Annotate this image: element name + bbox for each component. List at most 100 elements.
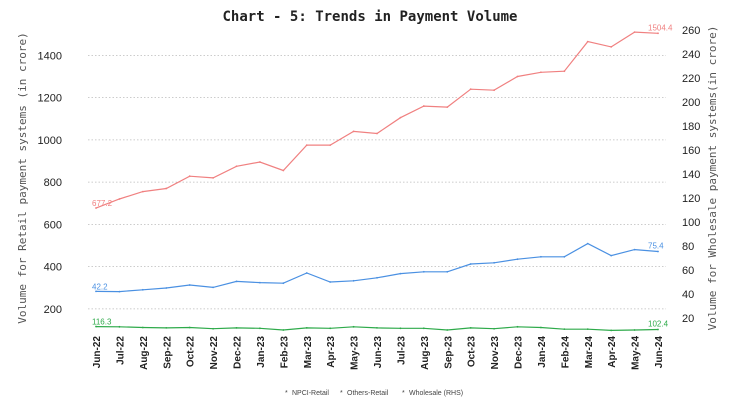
legend-entry: Others-Retail — [347, 390, 389, 397]
data-point — [610, 254, 613, 257]
x-tick-label: Apr-23 — [326, 336, 337, 368]
legend-marker: * — [340, 390, 343, 397]
data-point — [633, 329, 636, 331]
x-tick-label: Aug-23 — [420, 336, 431, 370]
data-label-first: 42.2 — [92, 282, 108, 291]
data-point — [141, 288, 144, 291]
data-point — [305, 144, 308, 147]
data-point — [586, 40, 589, 43]
data-point — [633, 31, 636, 34]
y-axis-right-ticks: 20 40 60 80 100 120 140 160 180 200 220 240 260 — [682, 25, 700, 325]
x-tick-label: Jun-24 — [654, 336, 665, 369]
x-tick-label: Jul-23 — [396, 336, 407, 365]
data-point — [282, 282, 285, 285]
data-point — [540, 255, 542, 258]
data-label-first: 677.2 — [92, 199, 113, 208]
legend-marker: * — [402, 390, 405, 397]
data-point — [586, 328, 589, 331]
data-point — [282, 329, 285, 331]
y-tick-label-right: 160 — [682, 145, 700, 157]
data-point — [516, 325, 519, 328]
y-tick-label-right: 120 — [682, 193, 700, 205]
x-tick-label: Jan-24 — [537, 336, 548, 368]
data-point — [399, 116, 402, 119]
x-tick-label: Oct-23 — [467, 336, 478, 368]
data-point — [212, 286, 214, 289]
data-point — [657, 250, 659, 253]
data-point — [516, 258, 519, 261]
legend-entry: NPCI-Retail — [292, 390, 329, 397]
data-point — [329, 327, 332, 330]
data-point — [329, 281, 332, 283]
data-point — [95, 207, 97, 209]
data-point — [446, 106, 449, 109]
data-point — [657, 32, 659, 35]
data-point — [469, 88, 472, 91]
y-tick-label-right: 140 — [682, 169, 700, 181]
data-point — [235, 280, 238, 283]
data-point — [493, 261, 495, 264]
data-point — [540, 71, 542, 74]
y-tick-label-right: 40 — [682, 289, 694, 301]
x-tick-label: Apr-24 — [607, 336, 618, 368]
data-point — [469, 263, 472, 265]
x-axis-ticks: Jun-22 Jul-22 Aug-22 Sep-22 Oct-22 Nov-22 Dec-… — [92, 336, 665, 370]
data-label-last: 102.4 — [648, 319, 669, 328]
data-point — [586, 242, 589, 245]
x-tick-label: Nov-22 — [209, 336, 220, 370]
data-point — [352, 130, 355, 133]
data-point — [563, 255, 566, 258]
legend-entry: Wholesale (RHS) — [409, 390, 463, 397]
data-point — [95, 290, 97, 293]
data-point — [212, 176, 214, 179]
legend: * NPCI-Retail * Others-Retail * Wholesale (RH… — [285, 390, 463, 397]
data-point — [352, 325, 355, 328]
data-point — [469, 326, 472, 329]
data-point — [376, 132, 378, 135]
y-tick-label-right: 200 — [682, 97, 700, 109]
data-point — [446, 329, 449, 331]
data-point — [282, 169, 285, 172]
data-point — [188, 175, 191, 178]
x-tick-label: Feb-23 — [279, 336, 290, 369]
x-tick-label: Jun-22 — [92, 336, 103, 369]
data-point — [493, 89, 495, 92]
y-tick-label-right: 260 — [682, 25, 700, 37]
data-point — [610, 46, 613, 48]
series-layer — [95, 31, 659, 332]
data-point — [235, 165, 238, 168]
y-tick-label-left: 1200 — [38, 93, 62, 105]
data-point — [610, 329, 613, 332]
data-point — [212, 327, 214, 330]
data-point — [165, 287, 168, 289]
data-point — [165, 187, 168, 190]
data-point — [376, 326, 378, 329]
data-point — [399, 327, 402, 330]
x-tick-label: Nov-23 — [490, 336, 501, 370]
data-point — [422, 270, 425, 273]
data-point — [376, 276, 378, 279]
data-point — [95, 325, 97, 328]
y-tick-label-right: 180 — [682, 121, 700, 133]
data-point — [540, 326, 542, 329]
data-point — [188, 284, 191, 286]
data-point — [633, 248, 636, 251]
y-tick-label-right: 100 — [682, 217, 700, 229]
y-tick-label-left: 200 — [44, 304, 62, 316]
y-tick-label-right: 20 — [682, 313, 694, 325]
y-tick-label-left: 600 — [44, 219, 62, 231]
data-point — [563, 70, 566, 73]
y-tick-label-left: 1400 — [38, 50, 62, 62]
x-tick-label: Sep-23 — [443, 336, 454, 369]
y-axis-label-right: Volume for Wholesale payment systems(in … — [706, 26, 719, 331]
legend-marker: * — [285, 390, 288, 397]
data-point — [235, 326, 238, 329]
x-tick-label: Dec-22 — [233, 336, 244, 369]
gridlines — [88, 54, 666, 310]
data-point — [657, 328, 659, 331]
y-tick-label-right: 60 — [682, 265, 694, 277]
x-tick-label: Jan-23 — [256, 336, 267, 368]
data-point — [165, 326, 168, 329]
data-point — [188, 326, 191, 329]
